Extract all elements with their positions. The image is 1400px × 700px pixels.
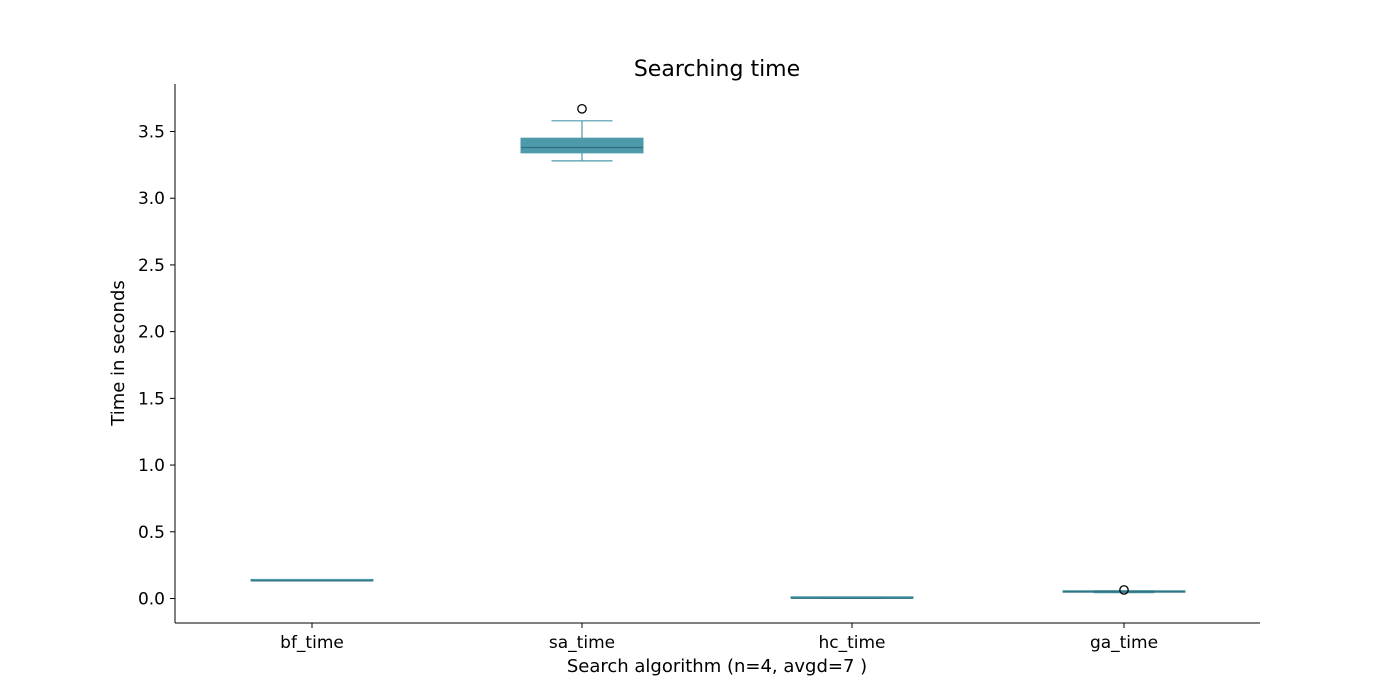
y-tick-label: 0.0 bbox=[138, 590, 165, 610]
y-tick-label: 1.5 bbox=[138, 389, 165, 409]
box-hc_time bbox=[790, 596, 914, 599]
x-tick-label: hc_time bbox=[818, 633, 885, 653]
x-tick-label: ga_time bbox=[1090, 633, 1158, 653]
box-iqr bbox=[520, 137, 644, 154]
y-axis-label: Time in seconds bbox=[108, 280, 129, 426]
chart-title: Searching time bbox=[634, 57, 800, 82]
axes bbox=[174, 84, 1260, 624]
y-tick-label: 3.5 bbox=[138, 123, 165, 143]
y-ticks: 0.0 0.5 1.0 1.5 2.0 2.5 3.0 3.5 bbox=[138, 123, 175, 610]
x-tick-label: sa_time bbox=[549, 633, 615, 653]
y-tick-label: 3.0 bbox=[138, 189, 165, 209]
box-bf_time bbox=[250, 578, 374, 582]
x-tick-label: bf_time bbox=[280, 633, 344, 653]
box-series bbox=[250, 103, 1186, 599]
outlier-point bbox=[577, 103, 587, 114]
y-tick-label: 2.5 bbox=[138, 256, 165, 276]
y-tick-label: 2.0 bbox=[138, 323, 165, 343]
y-tick-label: 0.5 bbox=[138, 523, 165, 543]
outlier-point bbox=[1119, 585, 1129, 595]
box-ga_time bbox=[1062, 585, 1186, 595]
x-axis-label: Search algorithm (n=4, avgd=7 ) bbox=[567, 656, 867, 677]
x-ticks: bf_time sa_time hc_time ga_time bbox=[280, 623, 1158, 653]
box-sa_time bbox=[520, 103, 644, 162]
y-tick-label: 1.0 bbox=[138, 456, 165, 476]
